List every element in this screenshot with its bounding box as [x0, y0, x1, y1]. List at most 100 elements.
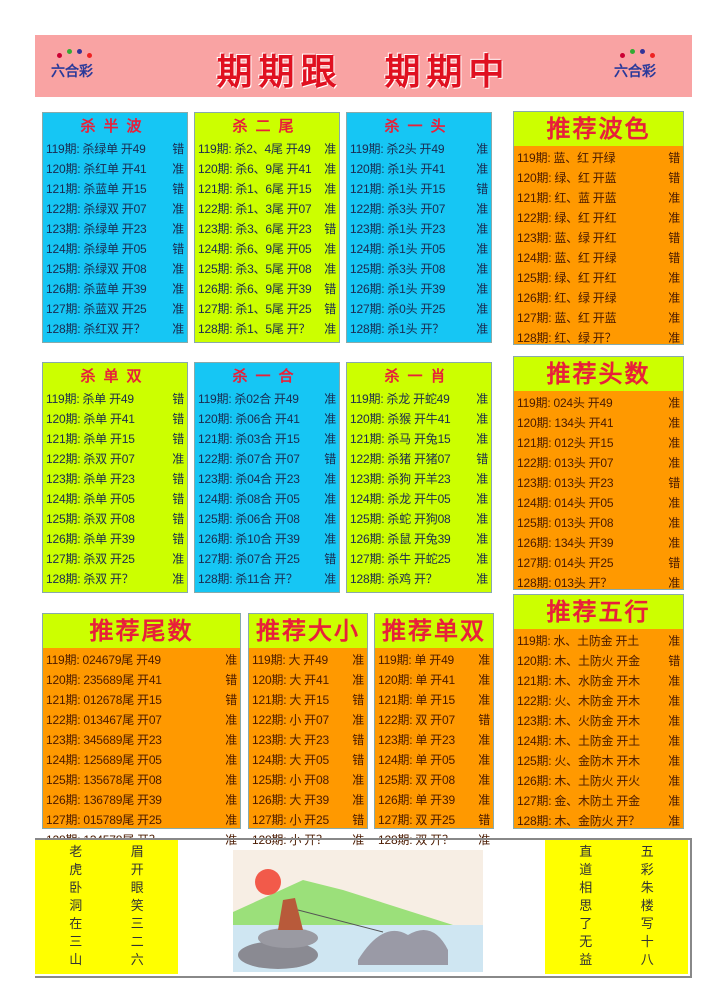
cell-period: 120期:: [252, 673, 287, 687]
poem-char: 道: [579, 863, 593, 878]
cell-draw: 开金: [616, 654, 640, 668]
cell-pick: 杀3、5尾: [235, 262, 284, 276]
cell-draw: 开25: [420, 302, 446, 316]
cell-draw: 开41: [121, 162, 147, 176]
cell-pick: 杀07合: [235, 452, 272, 466]
cell-result: 准: [172, 572, 184, 586]
cell-period: 119期:: [517, 396, 551, 410]
poem-char: 无: [579, 935, 593, 950]
panel-title: 杀二尾: [232, 117, 302, 135]
panel-kill-two-tails: 杀二尾 119期: 杀2、4尾 开49 准 120期: 杀6、9尾 开41 准 121期: 杀1、6…: [194, 112, 340, 343]
panel-title: 杀一肖: [384, 367, 454, 385]
cell-draw: 开红: [592, 271, 617, 285]
cell-result: 准: [478, 793, 490, 807]
cell-period: 125期:: [517, 754, 552, 768]
cell-pick: 杀马: [387, 432, 411, 446]
cell-result: 准: [324, 162, 336, 176]
cell-result: 准: [668, 694, 680, 708]
cell-period: 121期:: [46, 432, 81, 446]
table-row: 125期: 火、金防木 开木 准: [514, 751, 683, 771]
cell-period: 127期:: [350, 302, 385, 316]
cell-draw: 开？: [588, 576, 613, 590]
cell-period: 124期:: [378, 753, 413, 767]
cell-period: 126期:: [350, 532, 385, 546]
cell-pick: 杀绿单: [83, 222, 119, 236]
cell-draw: 开49: [274, 392, 299, 406]
cell-result: 准: [324, 202, 336, 216]
cell-pick: 杀狗: [387, 472, 411, 486]
cell-period: 122期:: [46, 713, 81, 727]
cell-pick: 杀2、4尾: [234, 142, 283, 156]
cell-pick: 蓝、红: [554, 251, 590, 265]
poem-column: 直道相思了无益: [579, 840, 592, 974]
logo-right: 六合彩: [610, 47, 680, 87]
table-row: 126期: 杀1头 开39 准: [347, 279, 491, 299]
cell-period: 122期:: [378, 713, 413, 727]
cell-pick: 杀1头: [387, 322, 418, 336]
cell-draw: 开07: [420, 202, 446, 216]
cell-draw: 开25: [137, 813, 162, 827]
panel-rec-wave-color: 推荐波色 119期: 蓝、红 开绿错 120期: 绿、红 开蓝错 121期: 红、蓝 开蓝准 122…: [513, 111, 684, 345]
cell-result: 准: [172, 322, 184, 336]
cell-draw: 开07: [588, 456, 614, 470]
cell-result: 准: [476, 432, 488, 446]
cell-period: 125期:: [198, 262, 233, 276]
cell-period: 126期:: [517, 291, 552, 305]
cell-draw: 开07: [430, 713, 455, 727]
table-row: 127期: 杀1、5尾 开25 错: [195, 299, 339, 319]
cell-pick: 木、土防金: [554, 734, 614, 748]
cell-pick: 杀1头: [387, 162, 418, 176]
table-row: 123期: 杀3、6尾 开23 错: [195, 219, 339, 239]
cell-period: 123期:: [517, 231, 552, 245]
table-row: 122期: 小开07 准: [249, 710, 367, 730]
logo-left: 六合彩: [47, 47, 117, 87]
cell-draw: 开41: [420, 162, 446, 176]
cell-pick: 杀03合: [235, 432, 272, 446]
cell-period: 124期:: [252, 753, 287, 767]
cell-draw: 开39: [274, 532, 300, 546]
cell-draw: 开41: [286, 162, 312, 176]
cell-result: 错: [324, 222, 336, 236]
cell-draw: 开？: [304, 833, 328, 847]
cell-period: 122期:: [517, 456, 552, 470]
cell-pick: 012678尾: [83, 693, 135, 707]
cell-period: 121期:: [46, 182, 81, 196]
table-row: 126期: 木、土防火 开火 准: [514, 771, 683, 791]
table-row: 128期: 杀1、5尾 开？ 准: [195, 319, 339, 339]
table-row: 119期: 水、土防金 开土 准: [514, 631, 683, 651]
cell-pick: 杀08合: [235, 492, 272, 506]
table-row: 127期: 杀牛 开蛇25 准: [347, 549, 491, 569]
cell-draw: 开08: [304, 773, 329, 787]
cell-result: 准: [478, 753, 490, 767]
table-row: 124期: 014头 开05 准: [514, 493, 683, 513]
cell-period: 122期:: [350, 202, 385, 216]
cell-result: 准: [225, 753, 237, 767]
cell-draw: 开土: [615, 634, 640, 648]
cell-result: 准: [352, 833, 364, 847]
cell-pick: 013头: [554, 476, 586, 490]
cell-result: 准: [324, 512, 336, 526]
cell-period: 126期:: [517, 774, 552, 788]
cell-period: 119期:: [517, 634, 551, 648]
cell-pick: 杀1头: [387, 182, 418, 196]
cell-period: 119期:: [46, 142, 80, 156]
table-row: 121期: 大开15 错: [249, 690, 367, 710]
panel-rec-head: 推荐头数 119期: 024头 开49 准 120期: 134头 开41 准 121期: 012头开…: [513, 356, 684, 590]
cell-period: 121期:: [198, 432, 233, 446]
table-row: 125期: 杀绿双 开08 准: [43, 259, 187, 279]
cell-pick: 蓝、红: [554, 311, 590, 325]
cell-pick: 杀蓝双: [83, 302, 119, 316]
cell-period: 127期:: [252, 813, 287, 827]
cell-pick: 013467尾: [83, 713, 135, 727]
cell-result: 准: [476, 142, 488, 156]
table-row: 119期: 杀单 开49 错: [43, 389, 187, 409]
cell-draw: 开25: [286, 302, 312, 316]
cell-period: 127期:: [517, 556, 552, 570]
cell-result: 准: [478, 773, 490, 787]
cell-period: 120期:: [517, 654, 552, 668]
cell-period: 120期:: [46, 673, 81, 687]
cell-pick: 杀蛇: [387, 512, 411, 526]
cell-result: 准: [668, 291, 680, 305]
cell-result: 错: [668, 476, 680, 490]
table-row: 128期: 杀1头 开？ 准: [347, 319, 491, 339]
